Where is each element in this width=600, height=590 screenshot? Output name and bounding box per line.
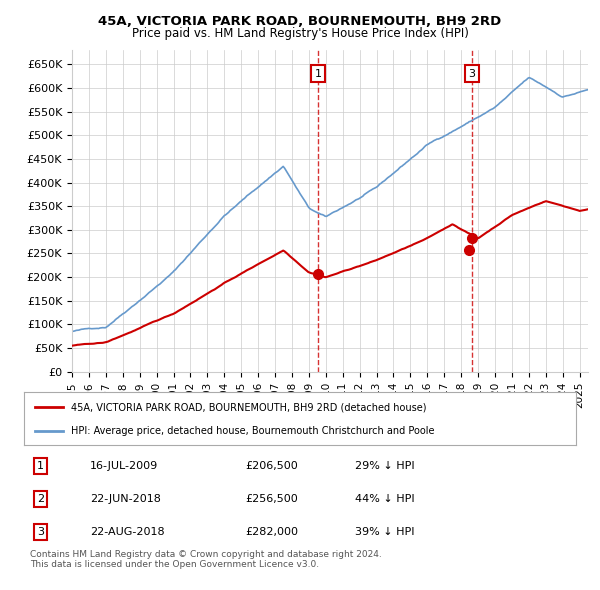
Text: Contains HM Land Registry data © Crown copyright and database right 2024.
This d: Contains HM Land Registry data © Crown c… bbox=[30, 550, 382, 569]
Text: 1: 1 bbox=[314, 69, 322, 79]
Text: 1: 1 bbox=[37, 461, 44, 471]
Text: 29% ↓ HPI: 29% ↓ HPI bbox=[355, 461, 415, 471]
Text: 22-JUN-2018: 22-JUN-2018 bbox=[90, 494, 161, 504]
Text: £256,500: £256,500 bbox=[245, 494, 298, 504]
Text: Price paid vs. HM Land Registry's House Price Index (HPI): Price paid vs. HM Land Registry's House … bbox=[131, 27, 469, 40]
Text: 16-JUL-2009: 16-JUL-2009 bbox=[90, 461, 158, 471]
Text: 3: 3 bbox=[469, 69, 475, 79]
Text: 22-AUG-2018: 22-AUG-2018 bbox=[90, 527, 165, 537]
Text: £206,500: £206,500 bbox=[245, 461, 298, 471]
Text: 44% ↓ HPI: 44% ↓ HPI bbox=[355, 494, 415, 504]
Text: £282,000: £282,000 bbox=[245, 527, 298, 537]
Text: 45A, VICTORIA PARK ROAD, BOURNEMOUTH, BH9 2RD (detached house): 45A, VICTORIA PARK ROAD, BOURNEMOUTH, BH… bbox=[71, 402, 427, 412]
Text: 3: 3 bbox=[37, 527, 44, 537]
Text: 45A, VICTORIA PARK ROAD, BOURNEMOUTH, BH9 2RD: 45A, VICTORIA PARK ROAD, BOURNEMOUTH, BH… bbox=[98, 15, 502, 28]
Text: 39% ↓ HPI: 39% ↓ HPI bbox=[355, 527, 415, 537]
Text: HPI: Average price, detached house, Bournemouth Christchurch and Poole: HPI: Average price, detached house, Bour… bbox=[71, 425, 434, 435]
Text: 2: 2 bbox=[37, 494, 44, 504]
